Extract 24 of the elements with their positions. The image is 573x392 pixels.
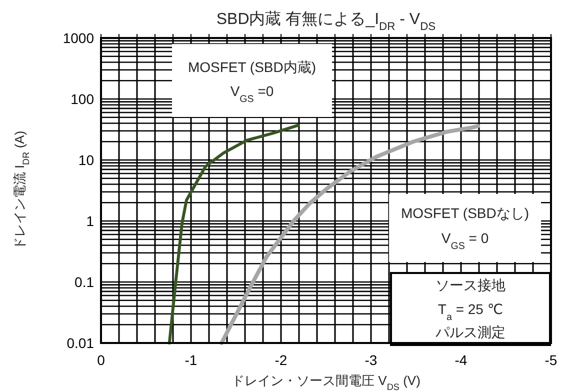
annotation: MOSFET (SBDなし) bbox=[400, 205, 530, 221]
y-tick-label: 1000 bbox=[62, 30, 94, 46]
note-box: MOSFET (SBDなし) V$_{GS}$ = 0 bbox=[389, 194, 541, 262]
y-tick-label: 100 bbox=[70, 91, 94, 107]
annotation: パルス測定 bbox=[434, 324, 506, 340]
note-box: MOSFET (SBD内蔵) V$_{GS}$ =0 bbox=[172, 44, 332, 117]
note-box: ソース接地 T$_{a}$ = 25 ℃ パルス測定 bbox=[390, 272, 551, 346]
x-tick-label: -2 bbox=[274, 352, 288, 368]
y-tick-label: 0.01 bbox=[66, 335, 94, 351]
annotation: T$_{a}$ = 25 ℃ bbox=[438, 301, 504, 322]
x-axis-title: ドレイン・ソース間電圧 V$_{DS}$ (V) bbox=[232, 373, 420, 392]
y-tick-label: 1 bbox=[86, 213, 94, 229]
x-tick-label: 0 bbox=[97, 352, 106, 368]
x-tick-label: -4 bbox=[454, 352, 468, 368]
annotation: V$_{GS}$ = 0 bbox=[441, 230, 489, 252]
y-tick-label: 10 bbox=[78, 152, 94, 168]
annotation: ソース接地 bbox=[436, 277, 506, 293]
x-tick-label: -1 bbox=[184, 352, 198, 368]
x-tick-label: -5 bbox=[544, 352, 558, 368]
x-tick-label: -3 bbox=[364, 352, 378, 368]
annotation: MOSFET (SBD内蔵) bbox=[188, 59, 316, 75]
chart-title: SBD内蔵 有無による_I$_{DR}$ - V$_{DS}$ bbox=[216, 10, 436, 33]
annotation: V$_{GS}$ =0 bbox=[230, 83, 274, 104]
y-tick-label: 0.1 bbox=[74, 274, 94, 290]
